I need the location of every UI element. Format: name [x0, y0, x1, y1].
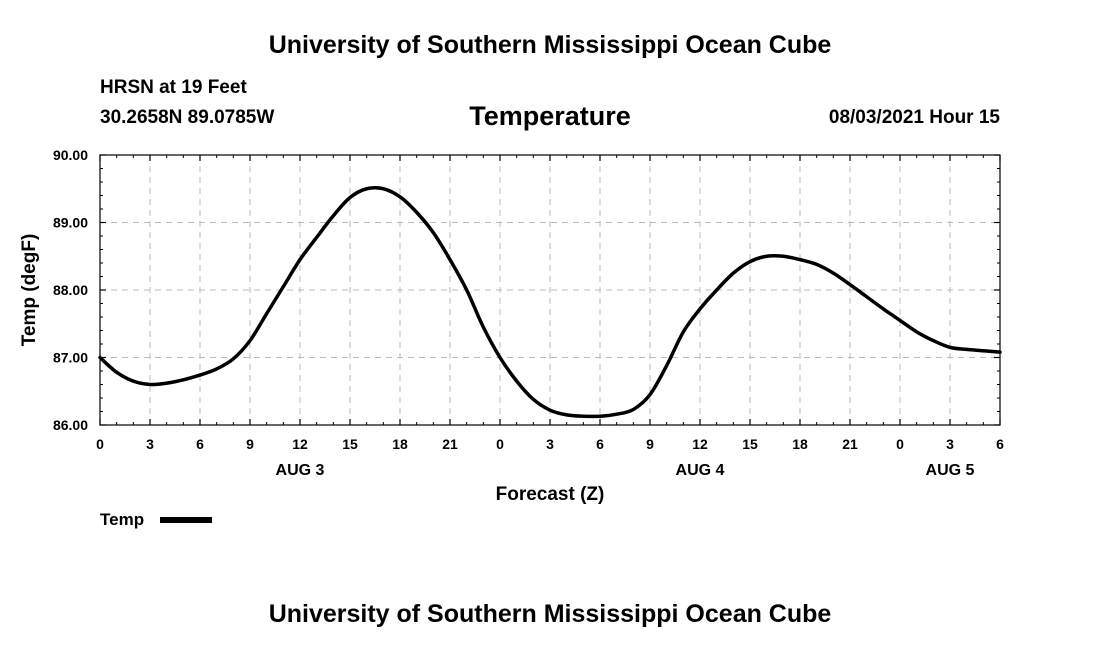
- x-tick-label: 12: [292, 436, 308, 452]
- x-tick-labels: 0 3 6 9 12 15 18 21 0 3 6 9 12 15 18 21 0 3 6: [96, 436, 1004, 452]
- x-tick-label: 3: [546, 436, 554, 452]
- bottom-title: University of Southern Mississippi Ocean…: [268, 600, 832, 628]
- y-tick-label: 86.00: [53, 417, 88, 433]
- x-tick-label: 21: [442, 436, 458, 452]
- station-coordinates: 30.2658N 89.0785W: [100, 107, 275, 128]
- x-tick-label: 6: [996, 436, 1004, 452]
- y-tick-label: 87.00: [53, 350, 88, 366]
- x-tick-label: 18: [392, 436, 408, 452]
- day-label: AUG 5: [926, 462, 975, 479]
- y-tick-labels: 86.00 87.00 88.00 89.00 90.00: [53, 147, 88, 433]
- day-labels: AUG 3 AUG 4 AUG 5: [276, 462, 975, 479]
- legend-label: Temp: [100, 510, 144, 529]
- chart-title: Temperature: [469, 101, 631, 131]
- day-label: AUG 3: [276, 462, 325, 479]
- x-tick-label: 0: [896, 436, 904, 452]
- x-tick-label: 9: [646, 436, 654, 452]
- x-tick-label: 0: [96, 436, 104, 452]
- x-tick-label: 21: [842, 436, 858, 452]
- x-tick-label: 15: [742, 436, 758, 452]
- grid-lines: [100, 155, 1000, 425]
- x-tick-label: 6: [196, 436, 204, 452]
- legend: Temp: [100, 510, 212, 529]
- y-tick-label: 88.00: [53, 282, 88, 298]
- x-axis-label: Forecast (Z): [496, 484, 605, 505]
- x-tick-label: 15: [342, 436, 358, 452]
- x-tick-label: 3: [146, 436, 154, 452]
- axis-ticks: [99, 154, 1001, 426]
- y-axis-label: Temp (degF): [19, 234, 40, 347]
- temp-series-line: [98, 185, 1002, 419]
- x-tick-label: 18: [792, 436, 808, 452]
- forecast-datetime: 08/03/2021 Hour 15: [828, 107, 1000, 128]
- x-tick-label: 6: [596, 436, 604, 452]
- y-tick-label: 89.00: [53, 215, 88, 231]
- day-label: AUG 4: [676, 462, 725, 479]
- x-tick-label: 12: [692, 436, 708, 452]
- station-label: HRSN at 19 Feet: [100, 77, 247, 98]
- x-tick-label: 9: [246, 436, 254, 452]
- y-tick-label: 90.00: [53, 147, 88, 163]
- x-tick-label: 0: [496, 436, 504, 452]
- top-title: University of Southern Mississippi Ocean…: [268, 31, 832, 59]
- x-tick-label: 3: [946, 436, 954, 452]
